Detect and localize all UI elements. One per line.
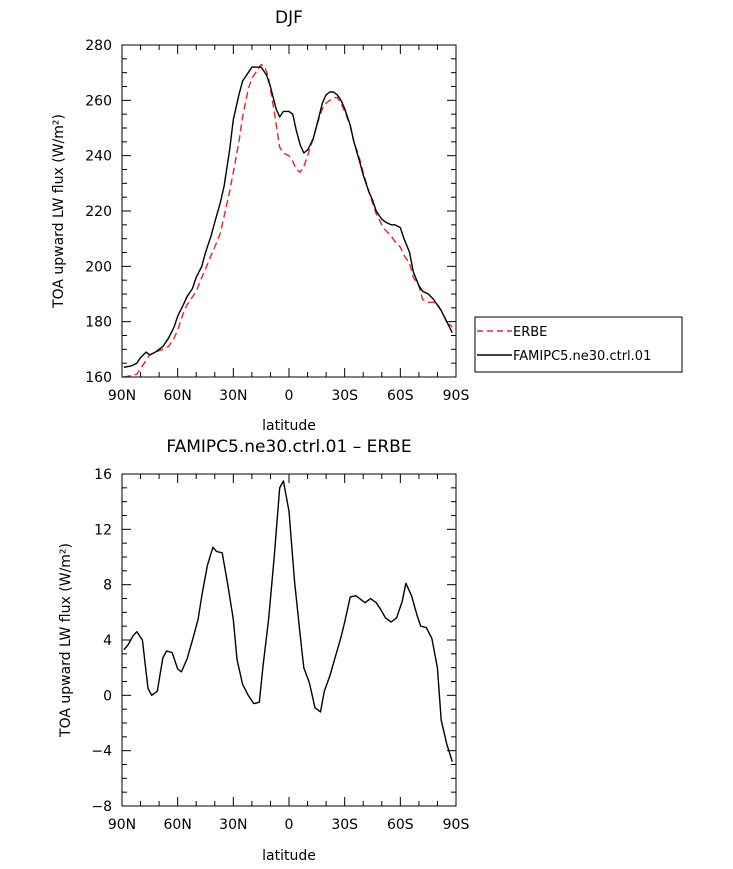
bottom-x-tick-label: 90N	[108, 817, 136, 833]
bottom-y-tick-label: 4	[103, 633, 112, 649]
bottom-y-tick-label: −4	[91, 744, 112, 760]
bottom-y-tick-label: −8	[91, 799, 112, 815]
bottom-panel-ylabel: TOA upward LW flux (W/m²)	[58, 543, 74, 738]
legend: ERBE FAMIPC5.ne30.ctrl.01	[474, 316, 683, 373]
bottom-x-tick-label: 0	[285, 817, 294, 833]
top-x-tick-label: 90S	[443, 388, 470, 404]
top-y-tick-label: 200	[85, 259, 112, 275]
bottom-y-tick-label: 16	[94, 467, 112, 483]
top-series-line-erbe	[123, 63, 453, 378]
top-y-tick-label: 220	[85, 204, 112, 220]
top-x-tick-label: 0	[285, 388, 294, 404]
bottom-y-tick-label: 8	[103, 578, 112, 594]
top-panel-title: DJF	[275, 8, 303, 28]
top-x-tick-label: 60S	[387, 388, 414, 404]
bottom-y-tick-label: 0	[103, 688, 112, 704]
top-y-tick-label: 280	[85, 38, 112, 54]
bottom-y-tick-label: 12	[94, 522, 112, 538]
top-y-tick-label: 240	[85, 149, 112, 165]
top-x-tick-label: 90N	[108, 388, 136, 404]
bottom-x-tick-label: 90S	[443, 817, 470, 833]
bottom-x-tick-label: 60N	[164, 817, 192, 833]
bottom-panel-xlabel: latitude	[262, 848, 316, 864]
bottom-x-tick-label: 30N	[219, 817, 247, 833]
bottom-panel-series	[123, 480, 453, 762]
top-panel-xlabel: latitude	[262, 418, 316, 434]
top-panel-ylabel: TOA upward LW flux (W/m²)	[51, 114, 67, 309]
top-series-line-famipc5-ne30-ctrl-01	[123, 66, 453, 368]
legend-label-erbe: ERBE	[513, 325, 547, 340]
bottom-x-tick-label: 60S	[387, 817, 414, 833]
top-panel-series	[123, 63, 453, 378]
top-panel-ticks: 90N 60N 30N 0 30S 60S 90S 160 180 200 220 240 260 280	[85, 38, 469, 404]
top-panel-frame	[121, 44, 457, 378]
top-y-tick-label: 160	[85, 370, 112, 386]
bottom-panel-ticks: 90N 60N 30N 0 30S 60S 90S −8 −4 0 4 8 12 16	[91, 467, 469, 833]
legend-box	[474, 316, 683, 373]
top-x-tick-label: 60N	[164, 388, 192, 404]
top-x-tick-label: 30S	[331, 388, 358, 404]
top-y-tick-label: 260	[85, 93, 112, 109]
top-y-tick-label: 180	[85, 315, 112, 331]
bottom-panel-frame	[121, 473, 457, 807]
legend-label-famipc5: FAMIPC5.ne30.ctrl.01	[513, 349, 651, 364]
bottom-panel: FAMIPC5.ne30.ctrl.01 – ERBE TOA upward L…	[58, 437, 469, 864]
top-x-tick-label: 30N	[219, 388, 247, 404]
bottom-series-line-difference	[123, 480, 453, 762]
bottom-x-tick-label: 30S	[331, 817, 358, 833]
top-panel: DJF TOA upward LW flux (W/m²) latitude 9…	[51, 8, 469, 434]
bottom-panel-title: FAMIPC5.ne30.ctrl.01 – ERBE	[166, 437, 411, 457]
